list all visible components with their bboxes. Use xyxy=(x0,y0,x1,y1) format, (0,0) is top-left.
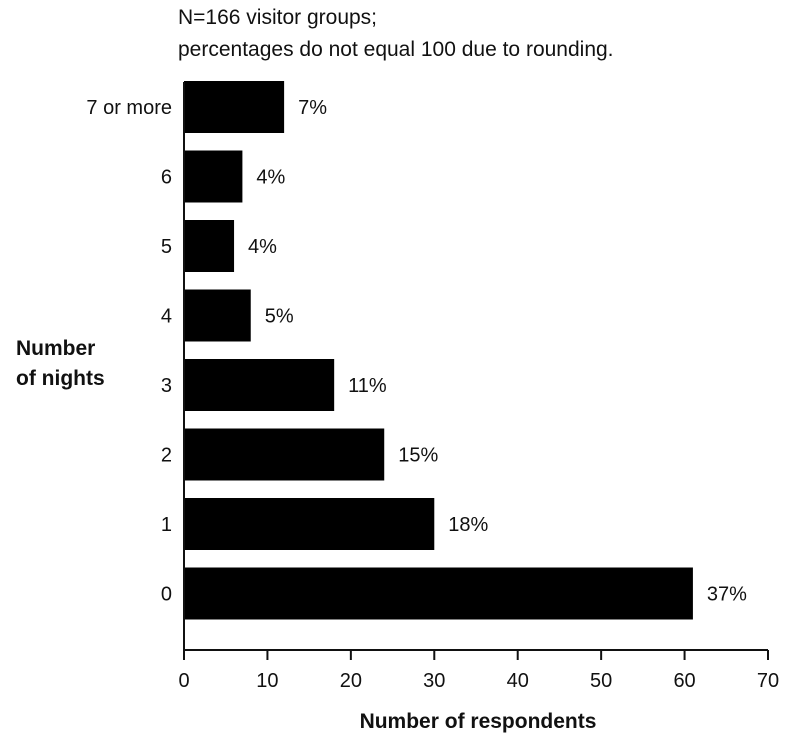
y-tick-label-3: 4 xyxy=(161,306,172,328)
x-tick-label-4: 40 xyxy=(507,670,529,692)
x-tick-label-0: 0 xyxy=(178,670,189,692)
data-label-2: 4% xyxy=(248,236,277,258)
x-tick-label-3: 30 xyxy=(423,670,445,692)
data-label-5: 15% xyxy=(398,445,438,467)
bar-2 xyxy=(184,220,235,272)
bar-0 xyxy=(184,81,285,133)
y-tick-label-2: 5 xyxy=(161,236,172,258)
x-axis-label: Number of respondents xyxy=(360,710,597,733)
y-tick-label-5: 2 xyxy=(161,445,172,467)
data-labels: 7% 4% 4% 5% 11% 15% 18% 37% xyxy=(248,97,747,606)
y-tick-label-1: 6 xyxy=(161,167,172,189)
x-tick-label-5: 50 xyxy=(590,670,612,692)
y-axis-label-line-2: of nights xyxy=(16,367,105,390)
bar-6 xyxy=(184,498,435,550)
bar-5 xyxy=(184,428,385,481)
bar-1 xyxy=(184,150,243,203)
data-label-0: 7% xyxy=(298,97,327,119)
y-tick-label-4: 3 xyxy=(161,375,172,397)
data-label-6: 18% xyxy=(448,514,488,536)
data-label-1: 4% xyxy=(256,167,285,189)
x-tick-label-7: 70 xyxy=(757,670,779,692)
note-line-1: N=166 visitor groups; xyxy=(178,6,377,29)
y-tick-label-0: 7 or more xyxy=(86,97,172,119)
x-ticks-group: 0 10 20 30 40 50 60 70 xyxy=(178,650,779,692)
data-label-4: 11% xyxy=(348,375,387,397)
y-tick-label-7: 0 xyxy=(161,584,172,606)
bar-4 xyxy=(184,359,335,411)
bar-7 xyxy=(184,567,693,620)
y-tick-labels: 7 or more 6 5 4 3 2 1 0 xyxy=(86,97,172,606)
x-tick-label-2: 20 xyxy=(340,670,362,692)
bars-group xyxy=(184,81,693,620)
data-label-3: 5% xyxy=(265,306,294,328)
y-tick-label-6: 1 xyxy=(161,514,172,536)
x-tick-label-1: 10 xyxy=(256,670,278,692)
y-axis-label-line-1: Number xyxy=(16,337,95,360)
x-tick-label-6: 60 xyxy=(673,670,695,692)
data-label-7: 37% xyxy=(707,584,747,606)
note-line-2: percentages do not equal 100 due to roun… xyxy=(178,38,614,61)
bar-3 xyxy=(184,289,251,342)
